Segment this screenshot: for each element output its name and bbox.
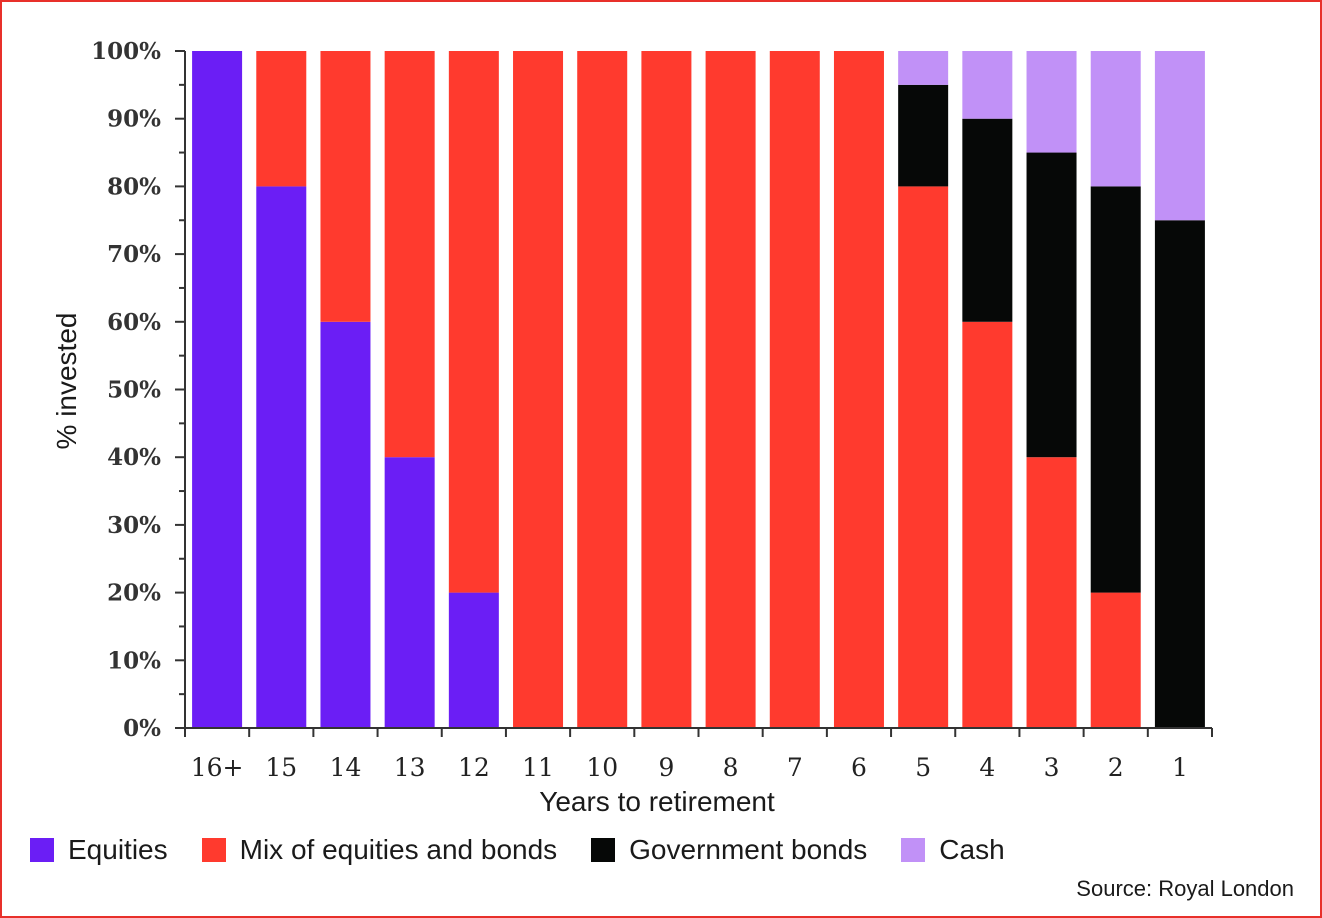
bar-equities-14 — [320, 321, 371, 728]
x-tick-label: 8 — [723, 753, 739, 782]
bar-mix-of-equities-and-bonds-4 — [962, 321, 1013, 728]
legend-label-equities: Equities — [68, 834, 168, 865]
x-tick-label: 3 — [1044, 753, 1060, 782]
x-tick-label: 10 — [586, 753, 618, 782]
bar-government-bonds-2 — [1090, 186, 1141, 593]
y-tick-label: 100% — [91, 38, 161, 65]
y-tick-label: 70% — [107, 241, 161, 268]
bar-government-bonds-3 — [1026, 152, 1077, 458]
legend-swatch-equities — [30, 838, 54, 862]
legend: Equities Mix of equities and bonds Gover… — [30, 834, 1039, 866]
bar-equities-13 — [384, 457, 435, 728]
source-note: Source: Royal London — [1076, 876, 1294, 901]
x-tick-label: 1 — [1172, 753, 1188, 782]
x-axis-title: Years to retirement — [539, 786, 775, 817]
bar-mix-of-equities-and-bonds-7 — [769, 51, 820, 728]
bar-equities-12 — [448, 592, 499, 728]
y-tick-label: 80% — [107, 173, 161, 200]
bar-mix-of-equities-and-bonds-14 — [320, 51, 371, 322]
bar-cash-5 — [898, 51, 949, 85]
y-tick-labels: 0% 10% 20% 30% 40% 50% 60% 70% 80% 90% 100% — [91, 38, 161, 742]
y-tick-label: 40% — [107, 444, 161, 471]
bar-mix-of-equities-and-bonds-6 — [833, 51, 884, 728]
x-tick-label: 16+ — [191, 753, 244, 782]
bar-mix-of-equities-and-bonds-13 — [384, 51, 435, 458]
x-tick-label: 5 — [915, 753, 931, 782]
bar-government-bonds-1 — [1154, 220, 1205, 728]
bar-mix-of-equities-and-bonds-12 — [448, 51, 499, 593]
x-tick-label: 13 — [394, 753, 426, 782]
bar-mix-of-equities-and-bonds-9 — [641, 51, 692, 728]
y-tick-label: 0% — [123, 715, 161, 742]
y-axis-title: % invested — [51, 313, 82, 450]
legend-item-mix: Mix of equities and bonds — [201, 834, 558, 866]
y-tick-label: 20% — [107, 580, 161, 607]
x-tick-label: 15 — [265, 753, 297, 782]
x-tick-label: 2 — [1108, 753, 1124, 782]
bar-mix-of-equities-and-bonds-3 — [1026, 457, 1077, 728]
legend-label-government-bonds: Government bonds — [629, 834, 868, 865]
legend-label-mix: Mix of equities and bonds — [239, 834, 558, 865]
legend-swatch-cash — [901, 838, 926, 862]
legend-item-cash: Cash — [901, 834, 1005, 866]
bar-equities-16plus — [192, 51, 243, 728]
legend-item-government-bonds: Government bonds — [591, 834, 867, 866]
x-tick-label: 7 — [787, 753, 803, 782]
x-tick-label: 6 — [851, 753, 867, 782]
x-tick-label: 4 — [979, 753, 995, 782]
legend-label-cash: Cash — [939, 834, 1005, 865]
x-tick-label: 9 — [658, 753, 674, 782]
legend-swatch-mix — [201, 838, 226, 862]
y-tick-label: 30% — [107, 512, 161, 539]
y-tick-label: 10% — [107, 647, 161, 674]
bar-cash-1 — [1154, 51, 1205, 221]
y-tick-label: 90% — [107, 106, 161, 133]
y-tick-label: 60% — [107, 309, 161, 336]
bar-equities-15 — [256, 186, 307, 728]
x-tick-label: 12 — [458, 753, 490, 782]
legend-swatch-government-bonds — [591, 838, 616, 862]
bar-mix-of-equities-and-bonds-8 — [705, 51, 756, 728]
x-tick-label: 14 — [330, 753, 362, 782]
bar-mix-of-equities-and-bonds-11 — [513, 51, 564, 728]
bar-mix-of-equities-and-bonds-2 — [1090, 592, 1141, 728]
legend-item-equities: Equities — [30, 834, 168, 866]
bar-government-bonds-4 — [962, 118, 1013, 322]
bars-group — [192, 51, 1205, 728]
bar-government-bonds-5 — [898, 84, 949, 187]
x-tick-labels: 16+ 15 14 13 12 11 10 9 8 7 6 5 4 3 2 1 — [191, 753, 1188, 782]
bar-mix-of-equities-and-bonds-15 — [256, 51, 307, 187]
axes-group — [175, 50, 1213, 737]
bar-cash-3 — [1026, 51, 1077, 153]
bar-cash-4 — [962, 51, 1013, 119]
bar-mix-of-equities-and-bonds-10 — [577, 51, 628, 728]
bar-mix-of-equities-and-bonds-5 — [898, 186, 949, 728]
x-tick-label: 11 — [522, 753, 554, 782]
bar-cash-2 — [1090, 51, 1141, 187]
y-tick-label: 50% — [107, 377, 161, 404]
